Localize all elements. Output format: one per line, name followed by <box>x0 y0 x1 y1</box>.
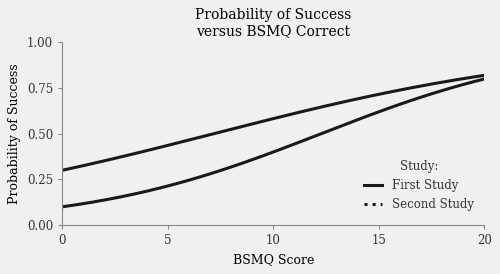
Y-axis label: Probability of Success: Probability of Success <box>8 64 22 204</box>
Title: Probability of Success
versus BSMQ Correct: Probability of Success versus BSMQ Corre… <box>195 8 352 39</box>
X-axis label: BSMQ Score: BSMQ Score <box>232 253 314 266</box>
Legend: First Study, Second Study: First Study, Second Study <box>360 155 478 216</box>
